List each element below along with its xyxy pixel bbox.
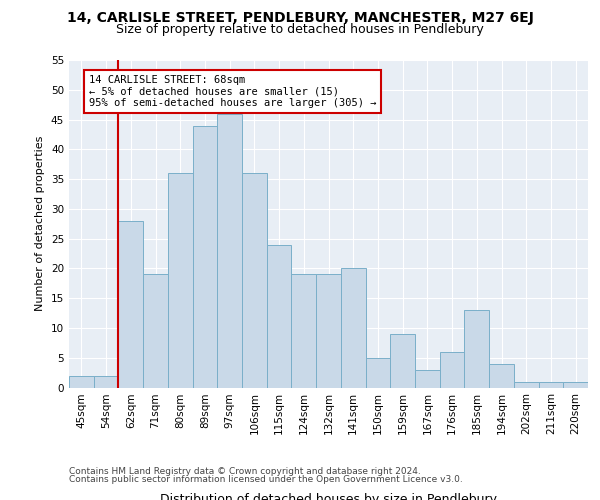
Bar — [168, 173, 193, 388]
Y-axis label: Number of detached properties: Number of detached properties — [35, 136, 46, 312]
Bar — [563, 382, 588, 388]
Bar — [316, 274, 341, 388]
Bar — [118, 221, 143, 388]
Bar — [390, 334, 415, 388]
Bar — [365, 358, 390, 388]
Bar — [69, 376, 94, 388]
Bar — [242, 173, 267, 388]
Text: Contains HM Land Registry data © Crown copyright and database right 2024.: Contains HM Land Registry data © Crown c… — [69, 467, 421, 476]
Text: Size of property relative to detached houses in Pendlebury: Size of property relative to detached ho… — [116, 22, 484, 36]
Bar — [514, 382, 539, 388]
X-axis label: Distribution of detached houses by size in Pendlebury: Distribution of detached houses by size … — [160, 493, 497, 500]
Text: 14 CARLISLE STREET: 68sqm
← 5% of detached houses are smaller (15)
95% of semi-d: 14 CARLISLE STREET: 68sqm ← 5% of detach… — [89, 75, 376, 108]
Text: 14, CARLISLE STREET, PENDLEBURY, MANCHESTER, M27 6EJ: 14, CARLISLE STREET, PENDLEBURY, MANCHES… — [67, 11, 533, 25]
Bar — [292, 274, 316, 388]
Bar — [217, 114, 242, 388]
Bar — [440, 352, 464, 388]
Bar — [464, 310, 489, 388]
Bar — [539, 382, 563, 388]
Bar — [193, 126, 217, 388]
Bar — [94, 376, 118, 388]
Bar — [415, 370, 440, 388]
Bar — [143, 274, 168, 388]
Bar — [489, 364, 514, 388]
Bar — [267, 244, 292, 388]
Bar — [341, 268, 365, 388]
Text: Contains public sector information licensed under the Open Government Licence v3: Contains public sector information licen… — [69, 475, 463, 484]
